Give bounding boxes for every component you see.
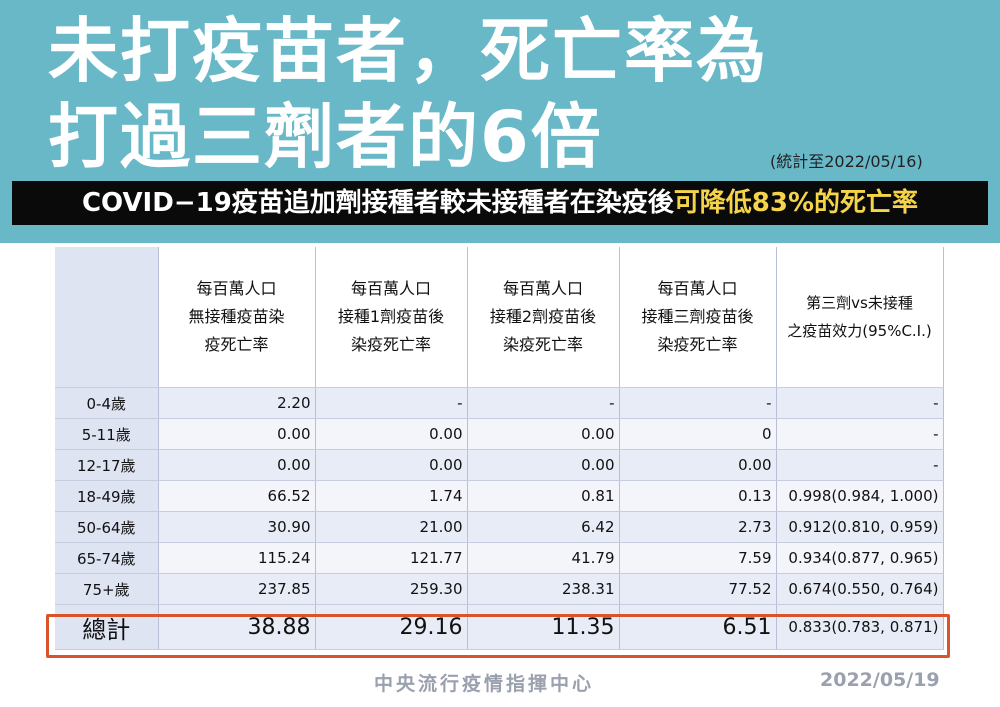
cell-three-dose-rate: 7.59 bbox=[619, 542, 777, 574]
cell-three-dose-rate: 0 bbox=[619, 418, 777, 450]
cell-age-group: 18-49歲 bbox=[55, 480, 159, 512]
cell-unvaccinated-rate: 30.90 bbox=[158, 511, 316, 543]
cell-three-dose-rate: 2.73 bbox=[619, 511, 777, 543]
total-unvaccinated-rate: 38.88 bbox=[158, 604, 316, 650]
cell-two-dose-rate: 238.31 bbox=[467, 573, 620, 605]
cell-efficacy: - bbox=[776, 387, 944, 419]
cell-efficacy: 0.998(0.984, 1.000) bbox=[776, 480, 944, 512]
table-header-row: 每百萬人口 無接種疫苗染 疫死亡率 每百萬人口 接種1劑疫苗後 染疫死亡率 每百… bbox=[55, 247, 944, 388]
table-header-efficacy: 第三劑vs未接種 之疫苗效力(95%C.I.) bbox=[776, 247, 944, 388]
cell-efficacy: 0.912(0.810, 0.959) bbox=[776, 511, 944, 543]
cell-one-dose-rate: 0.00 bbox=[315, 418, 468, 450]
banner-highlight: 可降低83%的死亡率 bbox=[673, 188, 919, 218]
total-one-dose-rate: 29.16 bbox=[315, 604, 468, 650]
total-two-dose-rate: 11.35 bbox=[467, 604, 620, 650]
cell-two-dose-rate: 0.81 bbox=[467, 480, 620, 512]
cell-two-dose-rate: 6.42 bbox=[467, 511, 620, 543]
total-age-group: 總計 bbox=[55, 604, 159, 650]
table-header-unvaccinated: 每百萬人口 無接種疫苗染 疫死亡率 bbox=[158, 247, 316, 388]
cell-unvaccinated-rate: 0.00 bbox=[158, 418, 316, 450]
table-header-three-dose: 每百萬人口 接種三劑疫苗後 染疫死亡率 bbox=[619, 247, 777, 388]
table-row: 12-17歲 0.00 0.00 0.00 0.00- bbox=[55, 449, 944, 481]
cell-age-group: 5-11歲 bbox=[55, 418, 159, 450]
headline-line-2: 打過三劑者的6倍 bbox=[48, 96, 603, 178]
cell-age-group: 65-74歲 bbox=[55, 542, 159, 574]
cell-two-dose-rate: - bbox=[467, 387, 620, 419]
cell-age-group: 75+歲 bbox=[55, 573, 159, 605]
table-header-one-dose: 每百萬人口 接種1劑疫苗後 染疫死亡率 bbox=[315, 247, 468, 388]
cell-one-dose-rate: 121.77 bbox=[315, 542, 468, 574]
cell-unvaccinated-rate: 0.00 bbox=[158, 449, 316, 481]
cell-one-dose-rate: 21.00 bbox=[315, 511, 468, 543]
mortality-table: 每百萬人口 無接種疫苗染 疫死亡率 每百萬人口 接種1劑疫苗後 染疫死亡率 每百… bbox=[55, 247, 944, 650]
cell-age-group: 12-17歲 bbox=[55, 449, 159, 481]
cell-unvaccinated-rate: 66.52 bbox=[158, 480, 316, 512]
cell-one-dose-rate: 1.74 bbox=[315, 480, 468, 512]
cell-one-dose-rate: 259.30 bbox=[315, 573, 468, 605]
total-three-dose-rate: 6.51 bbox=[619, 604, 777, 650]
cell-one-dose-rate: - bbox=[315, 387, 468, 419]
table-row: 50-64歲 30.90 21.00 6.42 2.73 0.912(0.810, 0.9… bbox=[55, 511, 944, 543]
total-row-highlight-frame bbox=[46, 614, 950, 658]
cell-unvaccinated-rate: 237.85 bbox=[158, 573, 316, 605]
table-row: 5-11歲 0.00 0.00 0.00 0- bbox=[55, 418, 944, 450]
cell-one-dose-rate: 0.00 bbox=[315, 449, 468, 481]
cell-unvaccinated-rate: 115.24 bbox=[158, 542, 316, 574]
statistics-date-note: (統計至2022/05/16) bbox=[770, 152, 923, 171]
cell-age-group: 0-4歲 bbox=[55, 387, 159, 419]
table-row: 75+歲 237.85 259.30 238.31 77.52 0.674(0.550, … bbox=[55, 573, 944, 605]
headline-line-1: 未打疫苗者，死亡率為 bbox=[48, 10, 768, 92]
cell-three-dose-rate: 0.00 bbox=[619, 449, 777, 481]
cell-two-dose-rate: 0.00 bbox=[467, 449, 620, 481]
cell-three-dose-rate: - bbox=[619, 387, 777, 419]
cell-efficacy: - bbox=[776, 449, 944, 481]
cell-three-dose-rate: 77.52 bbox=[619, 573, 777, 605]
banner-text: COVID−19疫苗追加劑接種者較未接種者在染疫後 bbox=[81, 188, 674, 218]
table-header-two-dose: 每百萬人口 接種2劑疫苗後 染疫死亡率 bbox=[467, 247, 620, 388]
cell-age-group: 50-64歲 bbox=[55, 511, 159, 543]
table-header-corner bbox=[55, 247, 159, 388]
footer-organization: 中央流行疫情指揮中心 bbox=[374, 673, 595, 695]
cell-efficacy: 0.934(0.877, 0.965) bbox=[776, 542, 944, 574]
table-row: 65-74歲 115.24 121.77 41.79 7.59 0.934(0.877, … bbox=[55, 542, 944, 574]
footer-date: 2022/05/19 bbox=[820, 669, 940, 691]
table-total-row: 總計 38.88 29.16 11.35 6.51 0.833(0.783, 0.871) bbox=[55, 604, 944, 650]
cell-three-dose-rate: 0.13 bbox=[619, 480, 777, 512]
cell-unvaccinated-rate: 2.20 bbox=[158, 387, 316, 419]
table-row: 18-49歲 66.52 1.74 0.81 0.13 0.998(0.984, 1.00… bbox=[55, 480, 944, 512]
total-efficacy: 0.833(0.783, 0.871) bbox=[776, 604, 944, 650]
table-row: 0-4歲 2.20- - - - bbox=[55, 387, 944, 419]
cell-two-dose-rate: 41.79 bbox=[467, 542, 620, 574]
cell-two-dose-rate: 0.00 bbox=[467, 418, 620, 450]
headline: 未打疫苗者，死亡率為 打過三劑者的6倍 bbox=[48, 8, 828, 180]
cell-efficacy: - bbox=[776, 418, 944, 450]
cell-efficacy: 0.674(0.550, 0.764) bbox=[776, 573, 944, 605]
summary-banner: COVID−19疫苗追加劑接種者較未接種者在染疫後可降低83%的死亡率 bbox=[12, 181, 988, 225]
